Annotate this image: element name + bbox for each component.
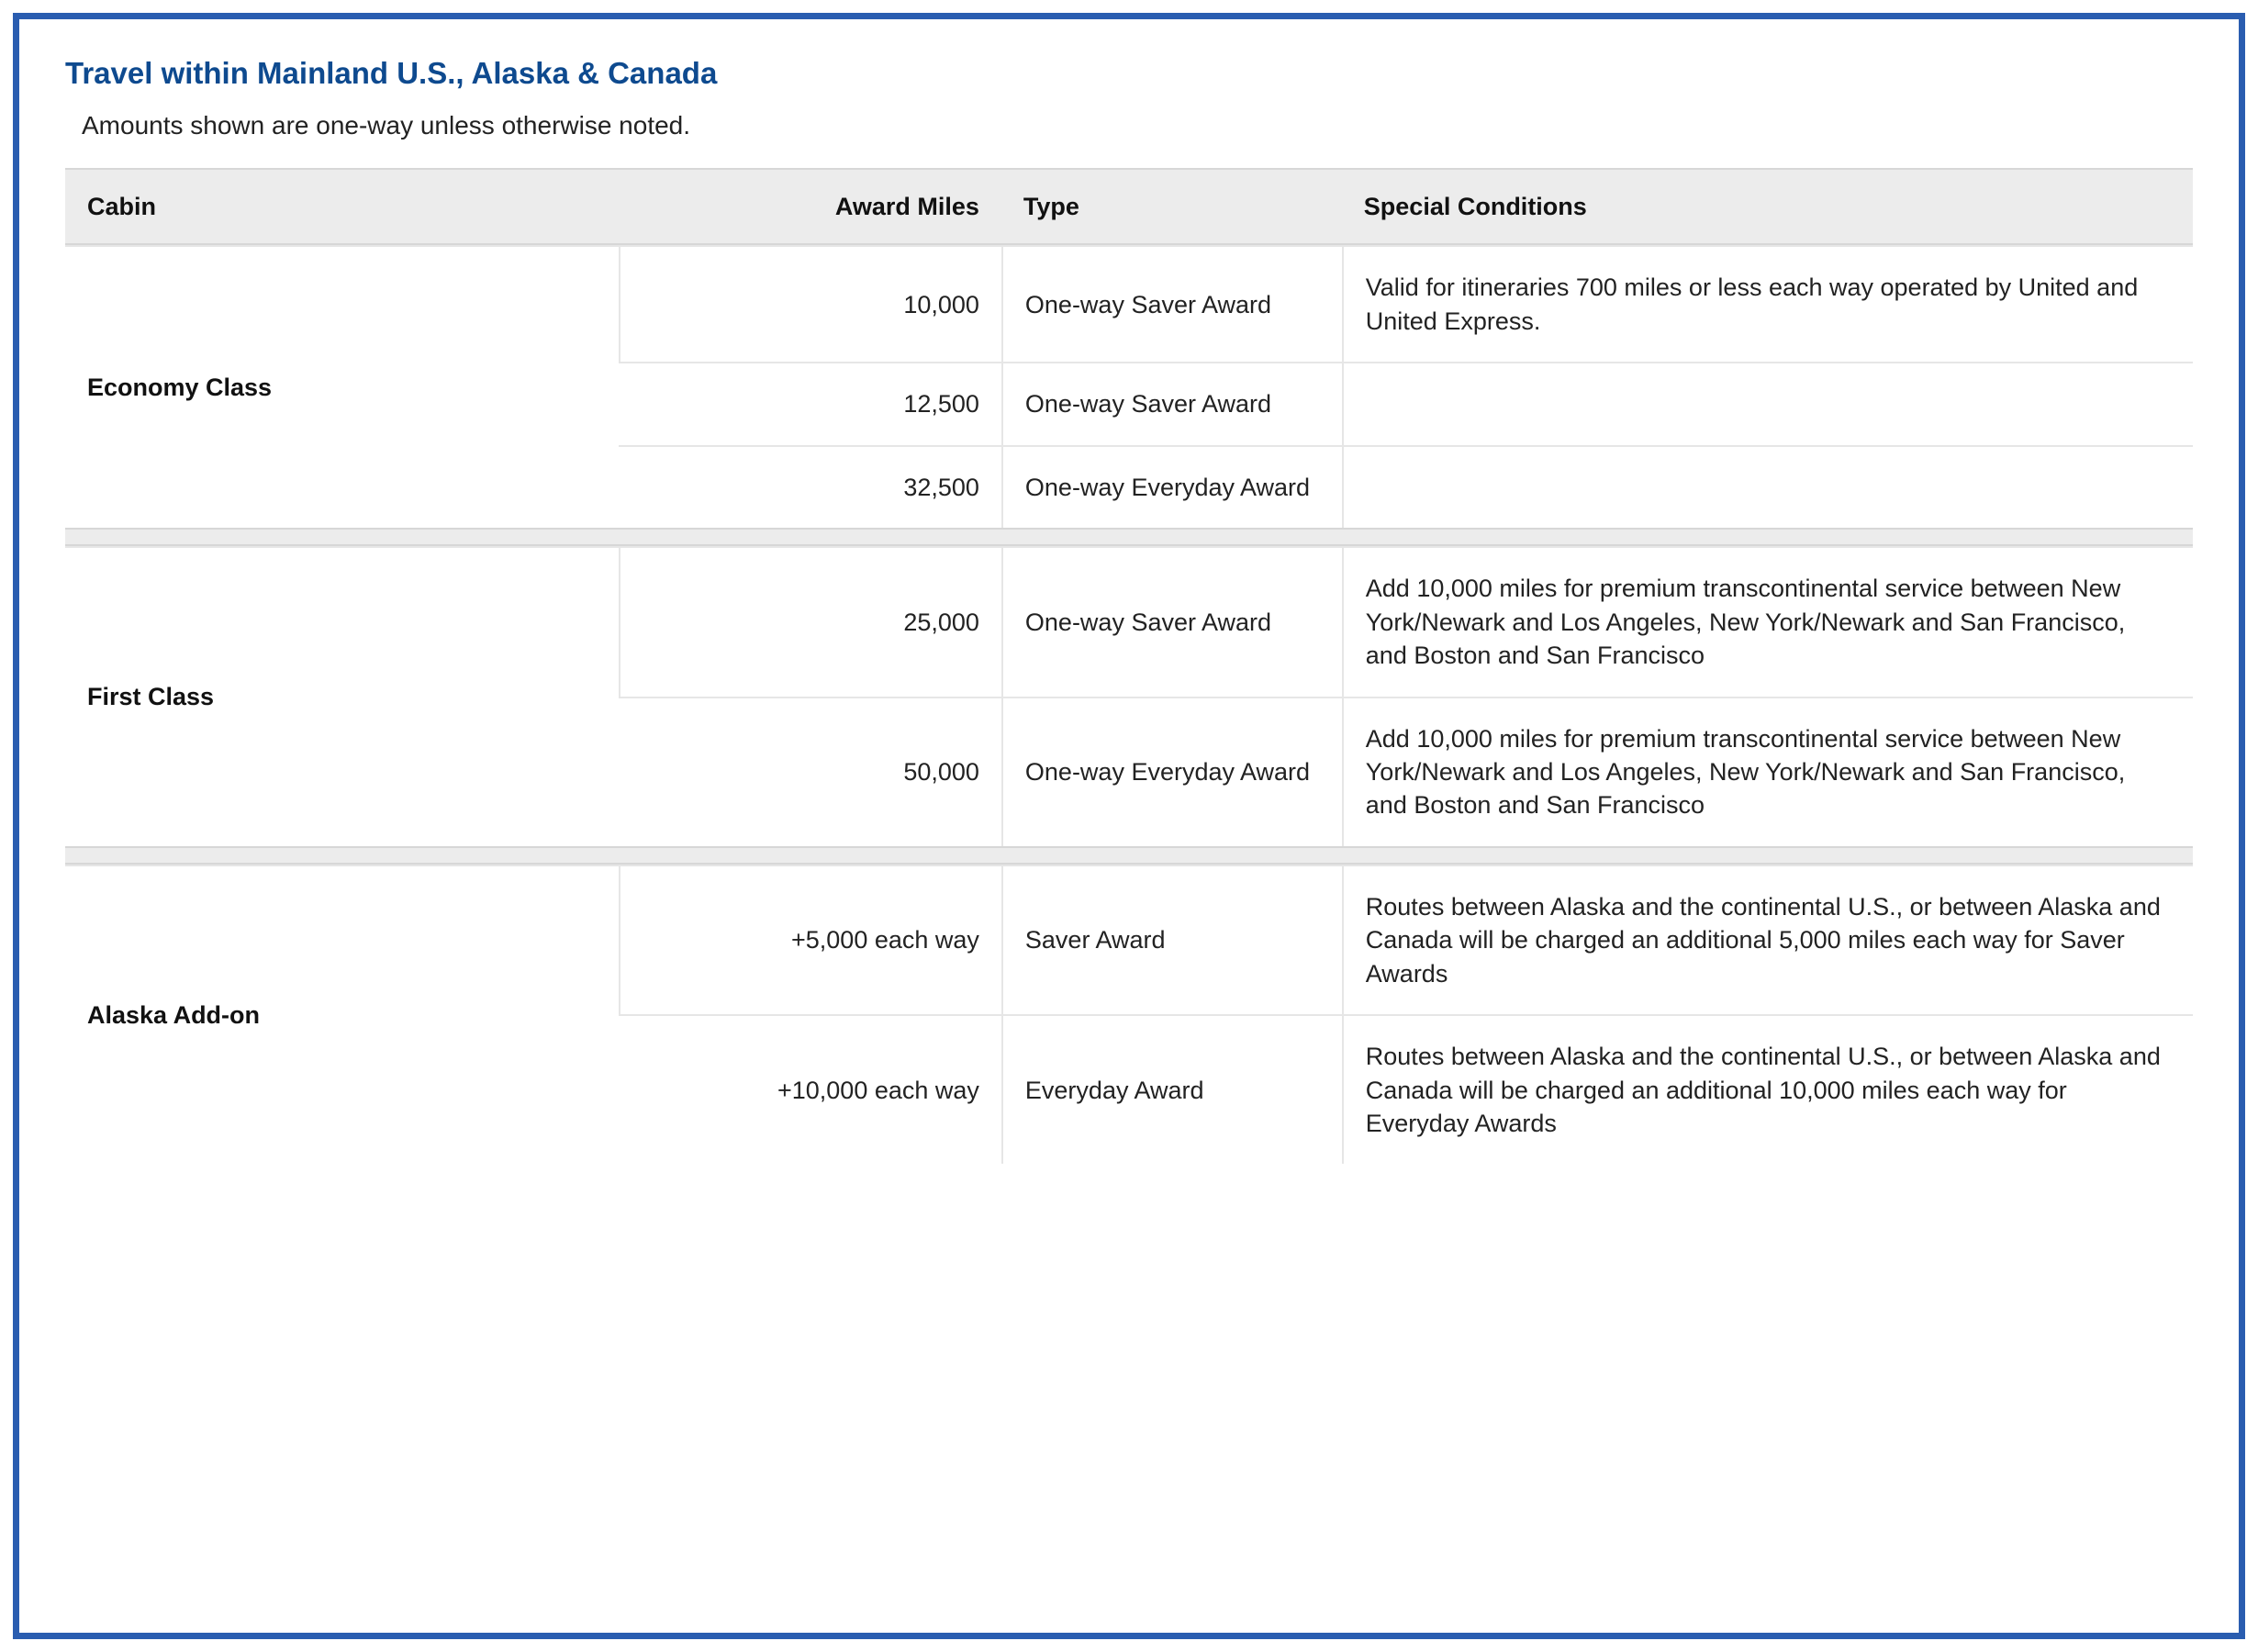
conditions-cell: Routes between Alaska and the continenta… xyxy=(1342,865,2193,1014)
type-cell: One-way Everyday Award xyxy=(1001,697,1342,846)
group-separator-cell xyxy=(65,846,2193,865)
cabin-cell: Alaska Add-on xyxy=(65,865,619,1165)
table-header-row: Cabin Award Miles Type Special Condition… xyxy=(65,168,2193,245)
table-row: Economy Class10,000One-way Saver AwardVa… xyxy=(65,245,2193,362)
col-header-conditions: Special Conditions xyxy=(1342,168,2193,245)
miles-cell: 10,000 xyxy=(619,245,1001,362)
table-row: First Class25,000One-way Saver AwardAdd … xyxy=(65,546,2193,696)
miles-cell: 12,500 xyxy=(619,362,1001,444)
cabin-cell: Economy Class xyxy=(65,245,619,528)
type-cell: One-way Saver Award xyxy=(1001,362,1342,444)
awards-table-body: Economy Class10,000One-way Saver AwardVa… xyxy=(65,245,2193,1164)
group-separator xyxy=(65,846,2193,865)
miles-cell: +10,000 each way xyxy=(619,1014,1001,1164)
group-separator xyxy=(65,528,2193,546)
type-cell: One-way Everyday Award xyxy=(1001,445,1342,528)
conditions-cell xyxy=(1342,362,2193,444)
cabin-cell: First Class xyxy=(65,546,619,846)
page-subtitle: Amounts shown are one-way unless otherwi… xyxy=(82,111,2193,140)
group-separator-cell xyxy=(65,528,2193,546)
col-header-miles: Award Miles xyxy=(619,168,1001,245)
miles-cell: +5,000 each way xyxy=(619,865,1001,1014)
type-cell: Saver Award xyxy=(1001,865,1342,1014)
conditions-cell: Valid for itineraries 700 miles or less … xyxy=(1342,245,2193,362)
miles-cell: 25,000 xyxy=(619,546,1001,696)
table-row: Alaska Add-on+5,000 each waySaver AwardR… xyxy=(65,865,2193,1014)
content-panel: Travel within Mainland U.S., Alaska & Ca… xyxy=(13,13,2245,1639)
miles-cell: 32,500 xyxy=(619,445,1001,528)
awards-table: Cabin Award Miles Type Special Condition… xyxy=(65,168,2193,1164)
col-header-cabin: Cabin xyxy=(65,168,619,245)
conditions-cell: Routes between Alaska and the continenta… xyxy=(1342,1014,2193,1164)
page-title: Travel within Mainland U.S., Alaska & Ca… xyxy=(65,56,2193,91)
col-header-type: Type xyxy=(1001,168,1342,245)
type-cell: One-way Saver Award xyxy=(1001,546,1342,696)
type-cell: One-way Saver Award xyxy=(1001,245,1342,362)
miles-cell: 50,000 xyxy=(619,697,1001,846)
conditions-cell xyxy=(1342,445,2193,528)
conditions-cell: Add 10,000 miles for premium transcontin… xyxy=(1342,546,2193,696)
conditions-cell: Add 10,000 miles for premium transcontin… xyxy=(1342,697,2193,846)
page-frame: Travel within Mainland U.S., Alaska & Ca… xyxy=(0,0,2258,1652)
type-cell: Everyday Award xyxy=(1001,1014,1342,1164)
